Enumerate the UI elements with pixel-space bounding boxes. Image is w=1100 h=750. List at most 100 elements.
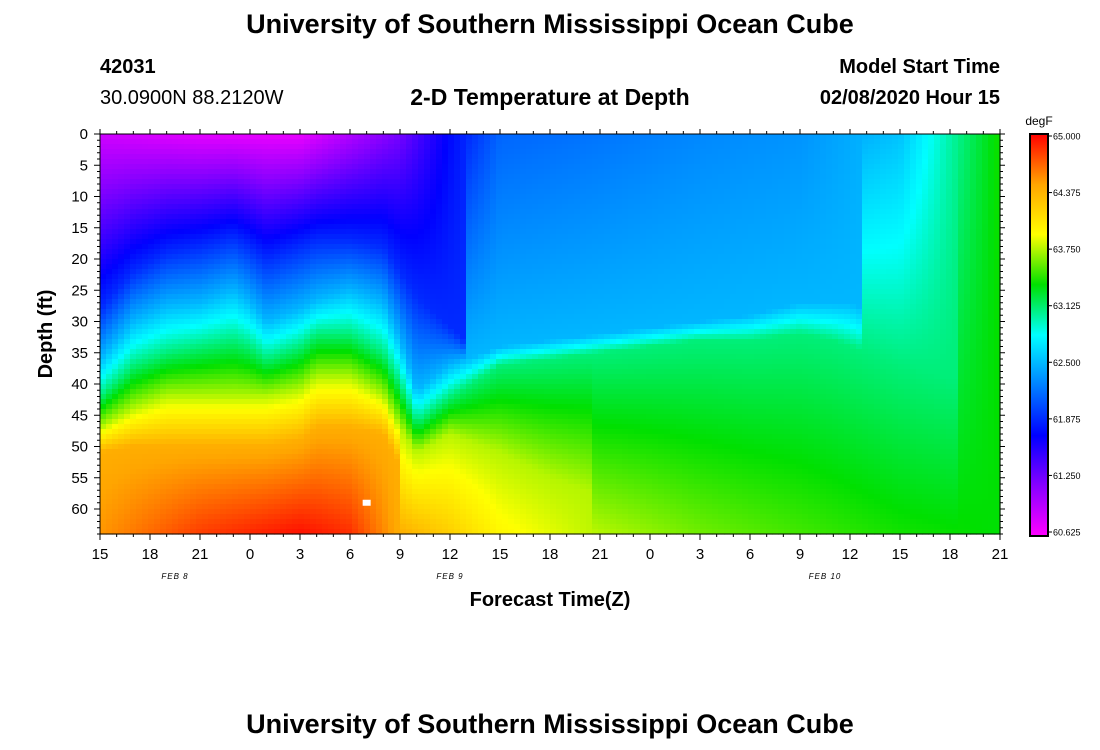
heatmap-cell: [322, 529, 329, 535]
heatmap-cell: [256, 259, 263, 265]
heatmap-cell: [208, 334, 215, 340]
heatmap-cell: [250, 324, 257, 330]
heatmap-cell: [448, 249, 455, 255]
heatmap-cell: [160, 199, 167, 205]
heatmap-cell: [154, 524, 161, 530]
heatmap-cell: [112, 479, 119, 485]
heatmap-cell: [178, 254, 185, 260]
heatmap-cell: [190, 179, 197, 185]
heatmap-cell: [244, 274, 251, 280]
heatmap-cell: [316, 499, 323, 505]
heatmap-cell: [412, 429, 419, 435]
heatmap-cell: [256, 494, 263, 500]
heatmap-cell: [100, 349, 107, 355]
heatmap-cell: [244, 229, 251, 235]
heatmap-cell: [118, 274, 125, 280]
heatmap-cell: [352, 439, 359, 445]
heatmap-cell: [256, 234, 263, 240]
heatmap-cell: [196, 434, 203, 440]
heatmap-cell: [286, 259, 293, 265]
heatmap-cell: [298, 174, 305, 180]
heatmap-cell: [406, 349, 413, 355]
heatmap-cell: [202, 479, 209, 485]
heatmap-cell: [136, 159, 143, 165]
heatmap-cell: [238, 374, 245, 380]
heatmap-cell: [376, 174, 383, 180]
heatmap-cell: [316, 404, 323, 410]
heatmap-cell: [178, 424, 185, 430]
heatmap-cell: [352, 499, 359, 505]
heatmap-cell: [310, 459, 317, 465]
heatmap-cell: [238, 164, 245, 170]
heatmap-cell: [172, 494, 179, 500]
heatmap-cell: [280, 144, 287, 150]
heatmap-cell: [172, 359, 179, 365]
heatmap-cell: [406, 249, 413, 255]
heatmap-cell: [112, 434, 119, 440]
heatmap-cell: [442, 359, 449, 365]
heatmap-cell: [292, 234, 299, 240]
heatmap-cell: [184, 489, 191, 495]
heatmap-cell: [202, 179, 209, 185]
heatmap-cell: [256, 394, 263, 400]
heatmap-cell: [442, 279, 449, 285]
footer-title: University of Southern Mississippi Ocean…: [246, 709, 854, 739]
heatmap-cell: [124, 464, 131, 470]
heatmap-cell: [106, 214, 113, 220]
heatmap-cell: [262, 139, 269, 145]
heatmap-cell: [406, 134, 413, 140]
heatmap-cell: [190, 349, 197, 355]
heatmap-cell: [304, 164, 311, 170]
heatmap-cell: [100, 429, 107, 435]
heatmap-cell: [424, 269, 431, 275]
heatmap-cell: [232, 144, 239, 150]
heatmap-cell: [106, 494, 113, 500]
heatmap-cell: [124, 434, 131, 440]
heatmap-cell: [442, 399, 449, 405]
heatmap-cell: [394, 364, 401, 370]
heatmap-cell: [190, 304, 197, 310]
heatmap-cell: [418, 349, 425, 355]
heatmap-cell: [226, 314, 233, 320]
heatmap-cell: [424, 284, 431, 290]
heatmap-cell: [238, 209, 245, 215]
heatmap-cell: [148, 479, 155, 485]
heatmap-cell: [160, 414, 167, 420]
heatmap-cell: [286, 424, 293, 430]
heatmap-cell: [466, 194, 473, 200]
heatmap-cell: [382, 174, 389, 180]
heatmap-cell: [376, 494, 383, 500]
heatmap-cell: [238, 294, 245, 300]
heatmap-cell: [256, 439, 263, 445]
heatmap-cell: [226, 289, 233, 295]
heatmap-cell: [322, 439, 329, 445]
heatmap-cell: [286, 169, 293, 175]
heatmap-cell: [172, 339, 179, 345]
heatmap-cell: [250, 334, 257, 340]
heatmap-cell: [382, 169, 389, 175]
heatmap-cell: [454, 474, 461, 480]
heatmap-cell: [400, 364, 407, 370]
heatmap-cell: [124, 389, 131, 395]
heatmap-cell: [118, 179, 125, 185]
heatmap-cell: [460, 264, 467, 270]
heatmap-cell: [124, 514, 131, 520]
heatmap-cell: [328, 219, 335, 225]
heatmap-cell: [238, 334, 245, 340]
heatmap-cell: [400, 374, 407, 380]
heatmap-cell: [370, 274, 377, 280]
heatmap-cell: [166, 134, 173, 140]
heatmap-cell: [244, 509, 251, 515]
heatmap-cell: [298, 269, 305, 275]
heatmap-cell: [394, 354, 401, 360]
heatmap-cell: [334, 229, 341, 235]
heatmap-cell: [214, 354, 221, 360]
heatmap-cell: [376, 289, 383, 295]
heatmap-cell: [148, 424, 155, 430]
heatmap-cell: [424, 359, 431, 365]
heatmap-cell: [430, 189, 437, 195]
heatmap-cell: [136, 309, 143, 315]
heatmap-cell: [364, 369, 371, 375]
heatmap-cell: [292, 209, 299, 215]
heatmap-cell: [118, 359, 125, 365]
